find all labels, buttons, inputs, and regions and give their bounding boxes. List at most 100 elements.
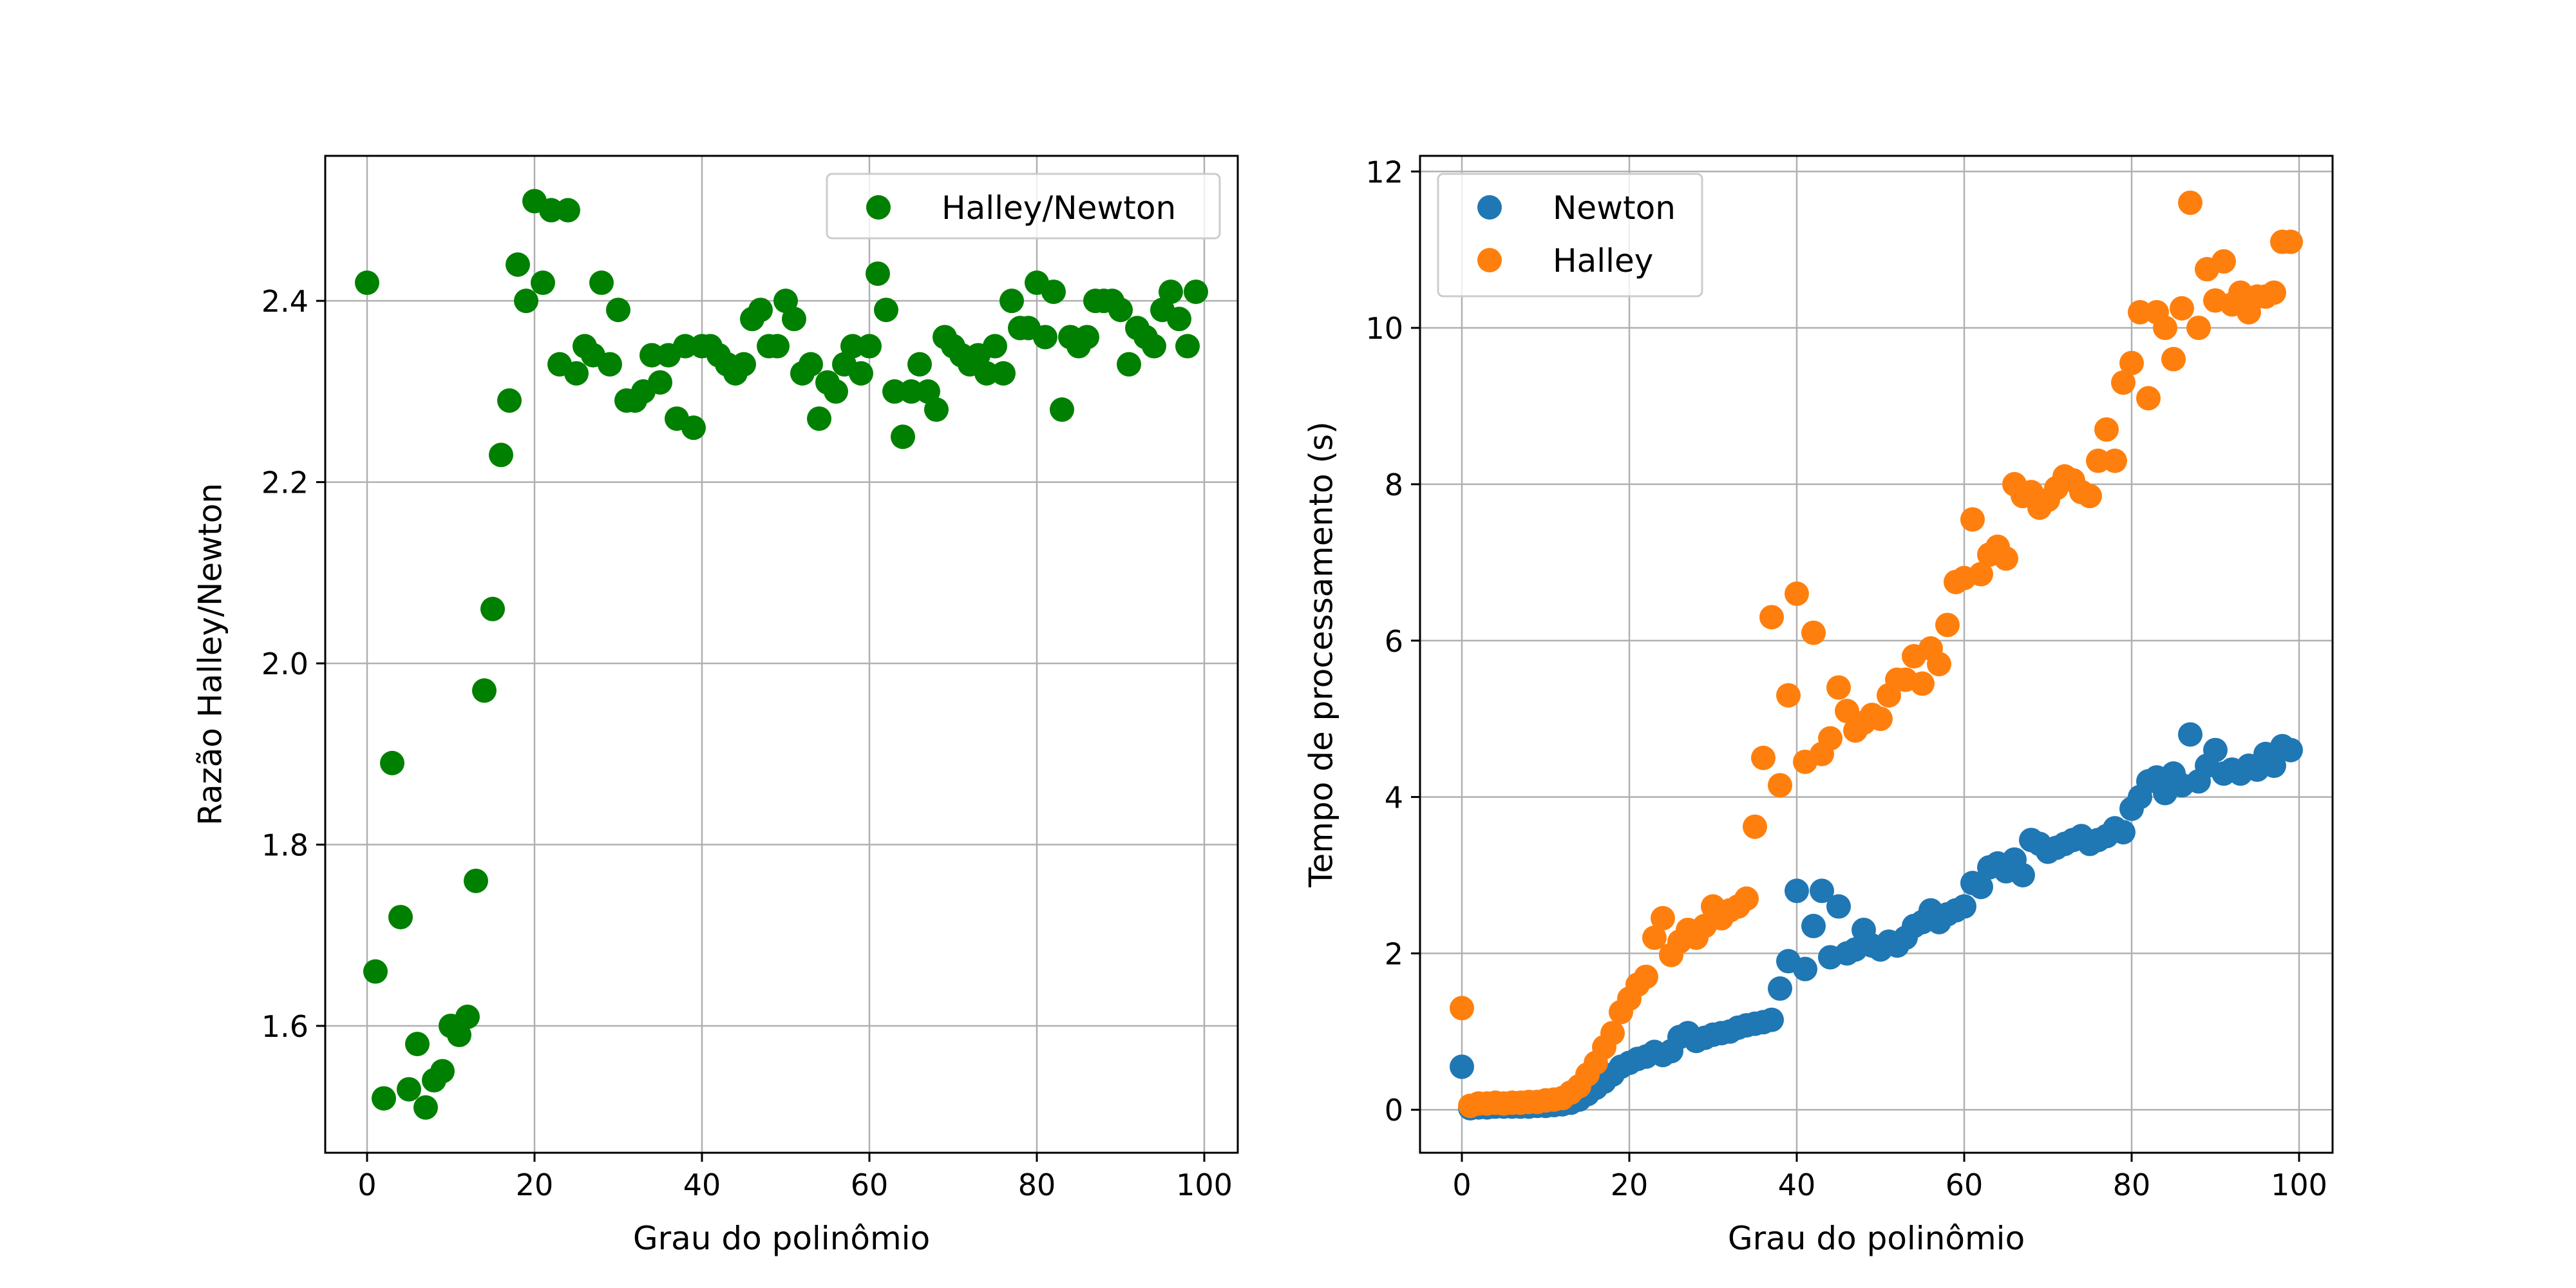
ratio-chart-halley-newton-point — [598, 352, 622, 377]
ratio-chart-halley-newton-point — [1075, 325, 1099, 350]
ratio-chart-halley-newton-point — [1142, 334, 1166, 359]
ratio-chart-x-tick-label: 0 — [357, 1168, 376, 1202]
ratio-chart-halley-newton-point — [866, 261, 890, 286]
ratio-chart-halley-newton-point — [899, 379, 923, 404]
time-chart-x-tick-label: 0 — [1452, 1168, 1471, 1202]
ratio-chart-halley-newton-point — [514, 289, 538, 314]
time-chart-newton-point — [1826, 894, 1851, 919]
time-chart-halley-point — [1743, 814, 1767, 839]
ratio-chart-halley-newton-point — [983, 334, 1007, 359]
time-chart-legend: Newton Halley — [1437, 173, 1703, 298]
time-chart-newton-point — [1768, 976, 1792, 1001]
ratio-chart-halley-newton-point — [397, 1077, 421, 1102]
time-chart-y-tick-label: 10 — [1365, 311, 1403, 346]
ratio-chart-halley-newton-point — [489, 442, 513, 468]
ratio-chart-halley-newton-point — [1159, 279, 1183, 305]
ratio-chart-halley-newton-point — [388, 905, 413, 930]
ratio-chart-halley-newton-point — [455, 1004, 480, 1029]
ratio-chart-halley-newton-point — [681, 415, 706, 440]
time-chart-halley-point — [2153, 316, 2177, 341]
ratio-chart-halley-newton-point — [782, 307, 806, 332]
ratio-chart-halley-newton-point — [606, 298, 630, 323]
ratio-chart-halley-newton-point — [556, 198, 580, 223]
time-chart-halley-point — [1651, 905, 1675, 931]
ratio-chart-y-tick-label: 2.0 — [261, 647, 308, 681]
ratio-chart-halley-newton-point — [874, 298, 898, 323]
ratio-chart-halley-newton-point — [1033, 325, 1057, 350]
time-chart-halley-point — [1776, 683, 1801, 708]
ratio-chart-halley-newton-point — [732, 352, 756, 377]
ratio-chart-halley-newton-point — [639, 343, 664, 368]
time-chart-halley-point — [2161, 346, 2186, 372]
ratio-chart-y-tick-label: 1.8 — [261, 828, 308, 863]
time-chart-legend-label: Halley — [1553, 242, 1653, 279]
ratio-chart-x-tick-label: 20 — [516, 1168, 554, 1202]
ratio-chart-ticks: 0 20 40 60 80 100 1.6 1.8 2.0 2.2 2.4 — [261, 284, 1233, 1202]
time-chart-halley-point — [1801, 620, 1826, 645]
ratio-chart-halley-newton-point — [673, 334, 697, 359]
ratio-chart-halley-newton-point — [807, 406, 831, 431]
ratio-chart: 0 20 40 60 80 100 1.6 1.8 2.0 2.2 2.4 Grau do poli… — [192, 155, 1239, 1257]
ratio-chart-x-tick-label: 80 — [1018, 1168, 1056, 1202]
time-chart-halley-point — [2278, 229, 2303, 254]
ratio-chart-halley-newton-point — [1117, 352, 1141, 377]
ratio-chart-halley-newton-point — [857, 334, 882, 359]
time-chart-points — [1450, 190, 2303, 1121]
time-chart-newton-point — [2178, 722, 2202, 747]
time-chart-halley-point — [2086, 448, 2110, 473]
time-chart-halley-point — [1826, 675, 1851, 700]
time-chart-halley-point — [1785, 581, 1809, 606]
ratio-chart-halley-newton-point — [748, 298, 773, 323]
ratio-chart-halley-newton-point — [1108, 298, 1133, 323]
ratio-chart-halley-newton-point — [1184, 279, 1208, 305]
time-chart-halley-point — [2211, 249, 2236, 274]
time-chart-y-tick-label: 2 — [1385, 936, 1403, 971]
ratio-chart-halley-newton-point — [363, 959, 388, 984]
time-chart-halley-point — [1927, 652, 1951, 677]
ratio-chart-halley-newton-point — [506, 252, 530, 277]
ratio-chart-x-tick-label: 100 — [1176, 1168, 1233, 1202]
time-chart-halley-point — [2262, 280, 2286, 305]
time-chart-y-tick-label: 6 — [1385, 624, 1403, 659]
time-chart-ticks: 0 20 40 60 80 100 0 2 4 6 8 10 12 — [1365, 155, 2327, 1202]
ratio-chart-halley-newton-point — [472, 678, 497, 703]
ratio-chart-legend-box — [826, 173, 1221, 240]
ratio-chart-halley-newton-point — [991, 361, 1016, 386]
ratio-chart-halley-newton-point — [849, 361, 873, 386]
time-chart-halley-point — [1642, 925, 1667, 951]
ratio-chart-halley-newton-point — [380, 750, 404, 775]
ratio-chart-halley-newton-point — [840, 334, 865, 359]
time-chart-halley-point — [1910, 671, 1935, 696]
ratio-chart-frame — [324, 155, 1239, 1154]
ratio-chart-halley-newton-point — [648, 370, 672, 395]
ratio-chart-legend: Halley/Newton — [826, 173, 1221, 240]
time-chart-halley-point — [1960, 507, 1985, 532]
time-chart-halley-point — [1768, 773, 1792, 798]
time-chart-x-tick-label: 100 — [2271, 1168, 2327, 1202]
time-chart-x-axis-label: Grau do polinômio — [1728, 1220, 2025, 1257]
ratio-chart-halley-newton-point — [564, 361, 589, 386]
ratio-chart-halley-newton-point — [924, 397, 949, 422]
time-chart-newton-point — [1785, 878, 1809, 904]
time-chart-halley-point — [1868, 706, 1893, 732]
time-chart-halley-point — [1969, 562, 1993, 587]
ratio-chart-halley-newton-point — [1050, 397, 1074, 422]
ratio-chart-halley-newton-point — [799, 352, 823, 377]
ratio-chart-halley-newton-point — [1041, 279, 1066, 305]
time-chart-y-tick-label: 0 — [1385, 1093, 1403, 1128]
time-chart-newton-point — [1810, 878, 1834, 904]
ratio-chart-halley-newton-point — [405, 1032, 430, 1057]
time-chart-newton-point — [2011, 862, 2035, 887]
time-chart-halley-point — [1935, 612, 1960, 638]
time-chart-legend-marker — [1477, 248, 1502, 272]
time-chart-halley-point — [1600, 1021, 1625, 1046]
ratio-chart-x-tick-label: 60 — [851, 1168, 889, 1202]
ratio-chart-halley-newton-point — [589, 270, 614, 296]
ratio-chart-halley-newton-point — [430, 1059, 455, 1084]
time-chart-y-axis-label: Tempo de processamento (s) — [1303, 421, 1340, 887]
ratio-chart-halley-newton-point — [464, 868, 488, 893]
time-chart-x-tick-label: 40 — [1778, 1168, 1816, 1202]
ratio-chart-legend-label: Halley/Newton — [942, 189, 1176, 227]
